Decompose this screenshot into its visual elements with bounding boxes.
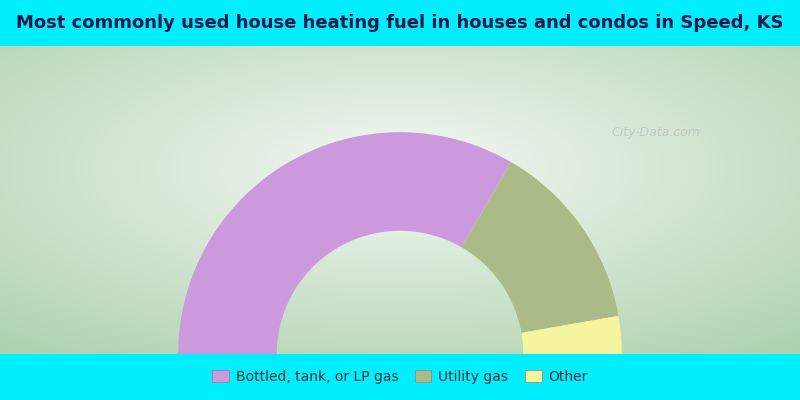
- Polygon shape: [178, 132, 511, 354]
- Legend: Bottled, tank, or LP gas, Utility gas, Other: Bottled, tank, or LP gas, Utility gas, O…: [206, 364, 594, 390]
- Polygon shape: [522, 316, 622, 354]
- Text: City-Data.com: City-Data.com: [611, 126, 701, 139]
- Polygon shape: [462, 162, 618, 333]
- Text: Most commonly used house heating fuel in houses and condos in Speed, KS: Most commonly used house heating fuel in…: [16, 14, 784, 32]
